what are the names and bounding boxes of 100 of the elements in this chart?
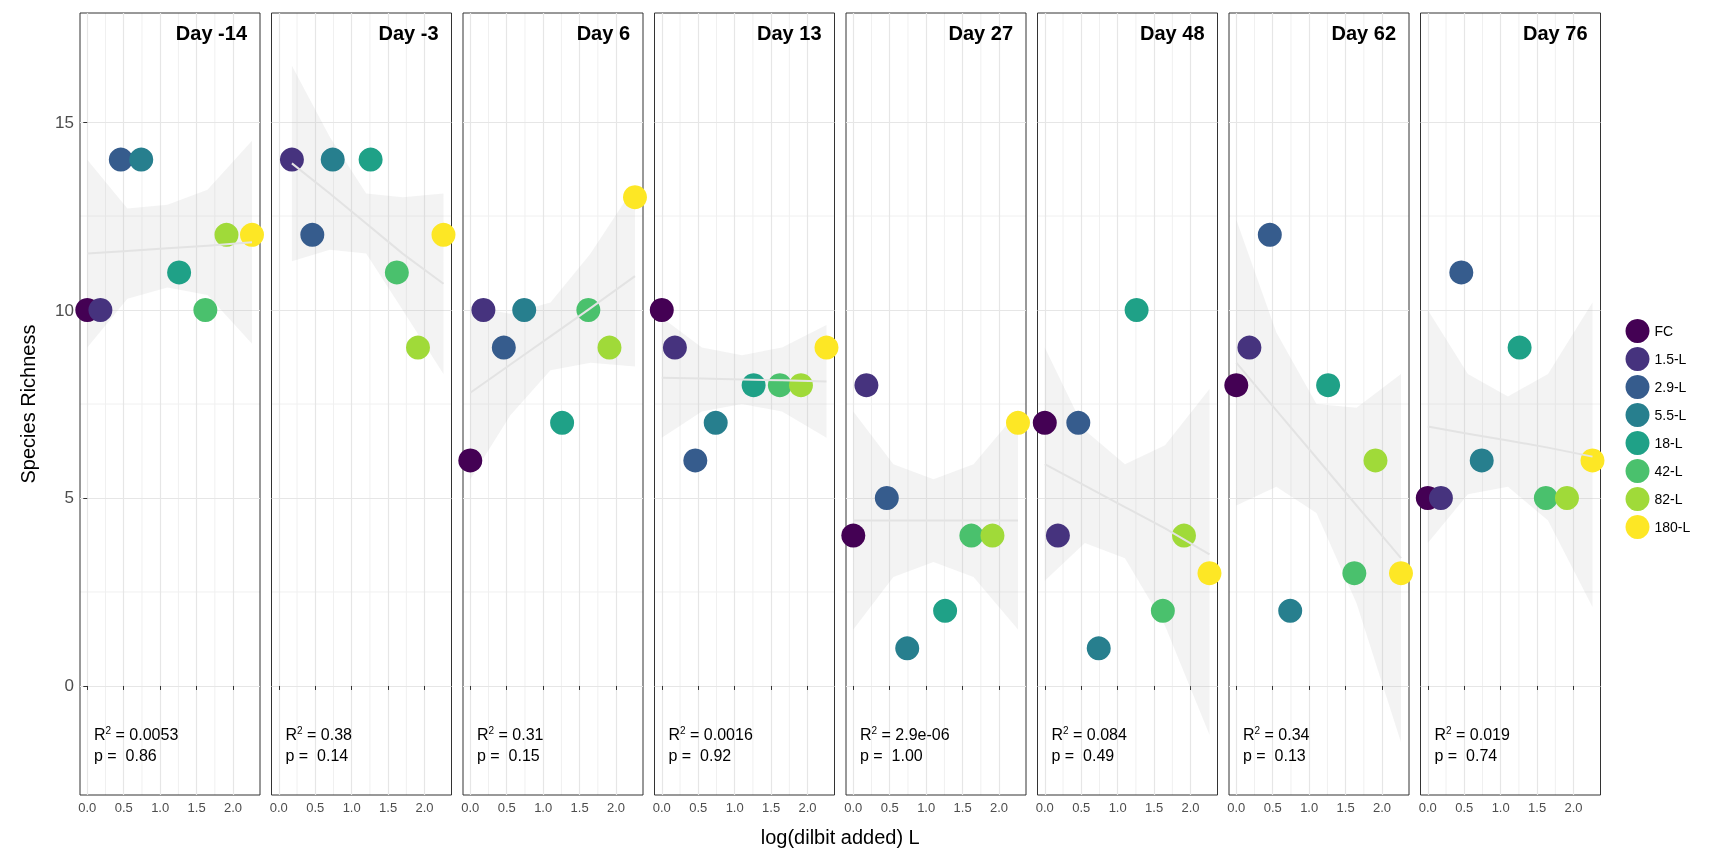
point — [1342, 561, 1367, 586]
legend-label: 18-L — [1654, 435, 1683, 451]
chart-title: Day 27 — [948, 22, 1014, 44]
x-tick-label: 0.5 — [497, 800, 516, 815]
point — [980, 523, 1005, 548]
point — [649, 298, 674, 322]
legend-label: 1.5-L — [1654, 351, 1687, 367]
point — [841, 523, 866, 548]
x-tick-label: 1.0 — [534, 800, 553, 815]
point — [108, 147, 133, 172]
legend-label: 5.5-L — [1654, 407, 1687, 423]
point — [1316, 373, 1341, 398]
point — [623, 185, 647, 210]
x-tick-label: 1.0 — [151, 800, 170, 815]
x-tick-label: 1.5 — [570, 800, 589, 815]
x-tick-label: 0.0 — [269, 800, 288, 815]
x-tick-label: 2.0 — [224, 800, 243, 815]
annotation: p = 1.00 — [860, 746, 923, 764]
legend-label: 82-L — [1654, 491, 1683, 507]
point — [1363, 448, 1388, 473]
point — [384, 260, 409, 285]
x-tick-label: 0.5 — [1263, 800, 1282, 815]
point — [703, 410, 728, 435]
x-tick-label: 1.5 — [762, 800, 781, 815]
point — [854, 373, 879, 398]
x-tick-label: 2.0 — [798, 800, 817, 815]
x-tick-label: 0.5 — [1455, 800, 1474, 815]
chart-title: Day 48 — [1140, 22, 1205, 44]
x-tick-label: 1.5 — [1336, 800, 1355, 815]
point — [933, 598, 958, 623]
annotation: p = 0.15 — [477, 746, 540, 764]
x-tick-label: 2.0 — [607, 800, 626, 815]
point — [959, 523, 984, 548]
x-tick-label: 0.0 — [461, 800, 480, 815]
point — [240, 222, 264, 247]
point — [874, 486, 899, 510]
annotation: p = 0.86 — [94, 746, 157, 764]
point — [1389, 561, 1413, 586]
x-tick-label: 1.0 — [1491, 800, 1510, 815]
point — [683, 448, 708, 473]
point — [1449, 260, 1474, 285]
point — [741, 373, 766, 398]
point — [512, 298, 537, 322]
x-tick-label: 1.0 — [917, 800, 936, 815]
point — [1086, 636, 1111, 661]
legend-label: 180-L — [1654, 519, 1691, 535]
x-tick-label: 1.0 — [342, 800, 361, 815]
legend-label: 42-L — [1654, 463, 1683, 479]
y-tick-label: 5 — [64, 488, 74, 508]
point — [1006, 410, 1030, 435]
point — [491, 335, 516, 360]
point — [1428, 486, 1453, 510]
x-tick-label: 2.0 — [1181, 800, 1200, 815]
x-tick-label: 0.0 — [844, 800, 863, 815]
annotation: p = 0.14 — [285, 746, 349, 764]
chart-title: Day 62 — [1331, 22, 1397, 44]
y-tick-label: 0 — [64, 676, 74, 696]
x-tick-label: 2.0 — [1564, 800, 1583, 815]
point — [167, 260, 192, 285]
point — [300, 222, 325, 247]
point — [458, 448, 483, 473]
point — [1507, 335, 1532, 360]
x-tick-label: 0.5 — [306, 800, 325, 815]
x-tick-label: 1.5 — [953, 800, 972, 815]
x-tick-label: 0.0 — [1227, 800, 1246, 815]
point — [1150, 598, 1175, 623]
point — [193, 298, 218, 322]
point — [88, 298, 113, 322]
annotation: p = 0.13 — [1243, 746, 1306, 764]
point — [1224, 373, 1249, 398]
x-tick-label: 1.5 — [1145, 800, 1164, 815]
legend-label: FC — [1654, 323, 1674, 339]
y-tick-label: 10 — [55, 300, 74, 320]
legend-label: 2.9-L — [1654, 379, 1687, 395]
point — [789, 373, 813, 398]
point — [550, 410, 575, 435]
x-tick-label: 1.0 — [1300, 800, 1319, 815]
point — [1533, 486, 1558, 510]
annotation: p = 0.74 — [1434, 746, 1498, 764]
x-tick-label: 0.0 — [1418, 800, 1437, 815]
point — [1045, 523, 1070, 548]
point — [1580, 448, 1605, 473]
point — [662, 335, 687, 360]
chart-title: Day 6 — [576, 22, 631, 44]
point — [129, 147, 154, 172]
x-tick-label: 0.5 — [689, 800, 708, 815]
x-tick-label: 1.5 — [187, 800, 206, 815]
point — [214, 222, 239, 247]
point — [320, 147, 345, 172]
x-tick-label: 0.0 — [652, 800, 671, 815]
x-tick-label: 0.5 — [1072, 800, 1091, 815]
x-axis-title: log(dilbit added) L — [759, 826, 921, 849]
point — [1197, 561, 1222, 586]
chart-title: Day -3 — [378, 22, 439, 44]
chart-title: Day 76 — [1523, 22, 1588, 44]
point — [1032, 410, 1057, 435]
point — [1124, 298, 1149, 322]
x-tick-label: 1.5 — [379, 800, 398, 815]
point — [431, 222, 456, 247]
point — [597, 335, 622, 360]
